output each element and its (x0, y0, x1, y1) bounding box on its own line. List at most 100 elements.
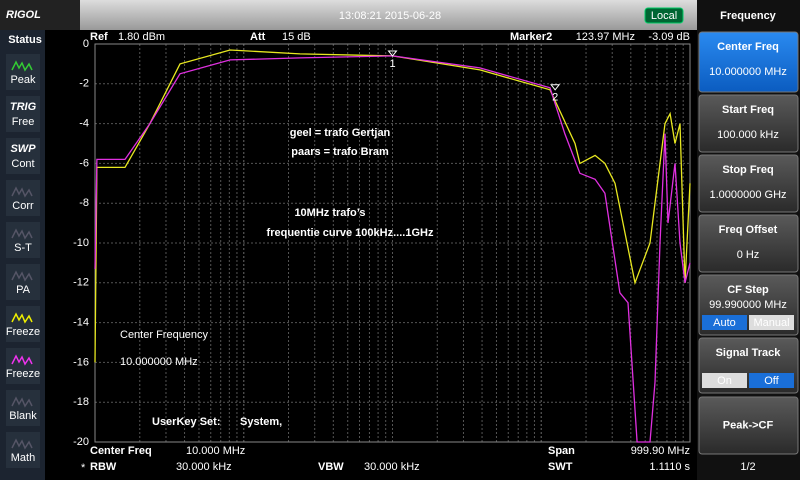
status-icon (11, 186, 33, 198)
info-text: 1.80 dBm (118, 31, 165, 43)
menu-button[interactable] (698, 214, 799, 273)
status-slot (6, 180, 40, 216)
status-icon (11, 354, 33, 366)
mode-badge (644, 7, 684, 24)
menu-button[interactable] (698, 94, 799, 153)
info-text: Att (250, 31, 266, 43)
legend-entry: paars = trafo Bram (291, 146, 389, 158)
info-text: -3.09 dB (648, 31, 690, 43)
mode: Local (651, 10, 677, 22)
annotation: 10MHz trafo’s (294, 207, 365, 219)
menu-button[interactable] (698, 154, 799, 213)
menu-value: 99.990000 MHz (709, 299, 787, 311)
status-title: Status (8, 34, 42, 46)
footer-text: Center Freq (90, 445, 152, 457)
menu-label: Start Freq (722, 104, 774, 116)
y-tick-label: -18 (73, 396, 89, 408)
status-label: Blank (9, 410, 37, 422)
menu-value: 1.0000000 GHz (709, 189, 786, 201)
menu-value: 10.000000 MHz (709, 66, 787, 78)
status-label: Freeze (6, 326, 40, 338)
status-label: Freeze (6, 368, 40, 380)
footer-text: 30.000 kHz (364, 461, 420, 473)
marker-label: 1 (389, 58, 395, 70)
footer-text: 10.000 MHz (186, 445, 245, 457)
status-tag: SWP (10, 143, 36, 155)
menu-option[interactable] (702, 315, 747, 330)
header-bar (0, 0, 697, 30)
y-tick-label: -2 (79, 78, 89, 90)
menu-label: Signal Track (716, 347, 782, 359)
status-slot (6, 348, 40, 384)
status-tag: TRIG (10, 101, 37, 113)
status-icon (11, 228, 33, 240)
status-slot (6, 306, 40, 342)
marker (550, 84, 561, 91)
status-label: Cont (11, 158, 34, 170)
status-icon (11, 270, 33, 282)
marker-label: 2 (552, 92, 558, 104)
menu-option-label: On (717, 375, 732, 387)
status-slot (6, 390, 40, 426)
menu-option[interactable] (702, 373, 747, 388)
menu-label: Stop Freq (722, 164, 773, 176)
status-slot (6, 222, 40, 258)
status-label: S-T (14, 242, 32, 254)
y-tick-label: -12 (73, 277, 89, 289)
menu-label: Peak->CF (723, 419, 774, 431)
status-slot (6, 96, 40, 132)
rbw-mark: * (81, 462, 86, 474)
info-text: 15 dB (282, 31, 311, 43)
status-slot (6, 432, 40, 468)
menu-button[interactable] (698, 396, 799, 455)
trace (94, 55, 691, 443)
menu-value: 0 Hz (737, 249, 760, 261)
center-note: 10.000000 MHz (120, 356, 198, 368)
footer-text: RBW (90, 461, 117, 473)
datetime: 13:08:21 2015-06-28 (339, 10, 441, 22)
y-tick-label: -10 (73, 237, 89, 249)
menu-label: Center Freq (717, 41, 779, 53)
menu-option-label: Auto (713, 317, 736, 329)
plot-bg (45, 30, 695, 480)
status-label: Math (11, 452, 35, 464)
status-label: Free (12, 116, 35, 128)
status-label: Corr (12, 200, 34, 212)
menu-option[interactable] (749, 373, 794, 388)
status-icon (11, 60, 33, 72)
status-icon (11, 312, 33, 324)
footer-text: SWT (548, 461, 573, 473)
menu-button[interactable] (698, 31, 799, 93)
annotation: frequentie curve 100kHz....1GHz (267, 227, 434, 239)
info-text: Ref (90, 31, 108, 43)
status-icon (11, 438, 33, 450)
status-label: PA (16, 284, 31, 296)
menu-label: Freq Offset (719, 224, 778, 236)
logo: RIGOL (6, 9, 41, 21)
info-text: Marker2 (510, 31, 552, 43)
info-text: 123.97 MHz (576, 31, 635, 43)
y-tick-label: -4 (79, 118, 89, 130)
status-icon (11, 396, 33, 408)
menu-title: Frequency (720, 10, 777, 22)
trace (94, 49, 691, 363)
y-tick-label: -14 (73, 317, 89, 329)
status-label: Peak (10, 74, 36, 86)
footer-text: VBW (318, 461, 344, 473)
menu-page: 1/2 (740, 461, 755, 473)
menu-option[interactable] (749, 315, 794, 330)
footer-text: 999.90 MHz (631, 445, 690, 457)
marker (387, 50, 398, 57)
logo-bg (0, 0, 80, 30)
y-tick-label: -16 (73, 356, 89, 368)
userkey-value: System, (240, 416, 282, 428)
legend-entry: geel = trafo Gertjan (290, 127, 391, 139)
menu-value: 100.000 kHz (717, 129, 779, 141)
y-tick-label: -6 (79, 157, 89, 169)
status-slot (6, 264, 40, 300)
y-tick-label: -20 (73, 436, 89, 448)
menu-label: CF Step (727, 284, 769, 296)
center-note: Center Frequency (120, 329, 209, 341)
